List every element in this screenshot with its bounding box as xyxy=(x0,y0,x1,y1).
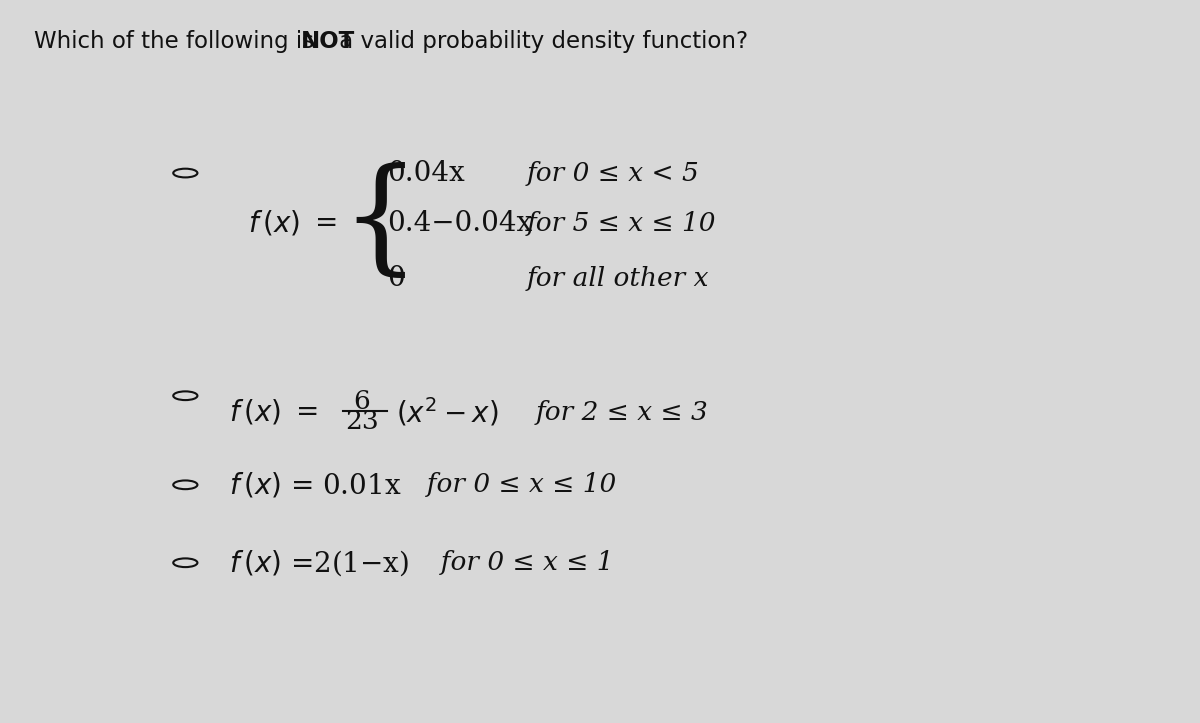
Text: for 0 ≤ x ≤ 1: for 0 ≤ x ≤ 1 xyxy=(425,550,614,576)
Text: $f\,(x)$: $f\,(x)$ xyxy=(247,209,300,238)
Text: for 2 ≤ x ≤ 3: for 2 ≤ x ≤ 3 xyxy=(536,400,709,425)
Text: 0.04x: 0.04x xyxy=(388,160,464,187)
Text: =: = xyxy=(314,210,338,236)
Text: for 5 ≤ x ≤ 10: for 5 ≤ x ≤ 10 xyxy=(527,210,716,236)
Text: Which of the following is: Which of the following is xyxy=(34,30,320,54)
Text: $f\,(x)$ = 0.01x: $f\,(x)$ = 0.01x xyxy=(229,470,402,500)
Text: for 0 ≤ x ≤ 10: for 0 ≤ x ≤ 10 xyxy=(410,472,617,497)
Text: {: { xyxy=(341,163,420,283)
Text: 0.4−0.04x: 0.4−0.04x xyxy=(388,210,533,236)
Text: NOT: NOT xyxy=(301,30,355,54)
Text: $(x^2 - x)$: $(x^2 - x)$ xyxy=(396,396,499,429)
Text: =: = xyxy=(296,399,319,426)
Text: 6: 6 xyxy=(354,389,371,414)
Text: $f\,(x)$: $f\,(x)$ xyxy=(229,398,281,427)
Text: 0: 0 xyxy=(388,265,404,292)
Text: a valid probability density function?: a valid probability density function? xyxy=(332,30,749,54)
Text: for 0 ≤ x < 5: for 0 ≤ x < 5 xyxy=(527,161,700,186)
Text: $f\,(x)$ =2(1−x): $f\,(x)$ =2(1−x) xyxy=(229,548,409,578)
Text: for all other x: for all other x xyxy=(527,266,709,291)
Text: 23: 23 xyxy=(346,409,379,435)
